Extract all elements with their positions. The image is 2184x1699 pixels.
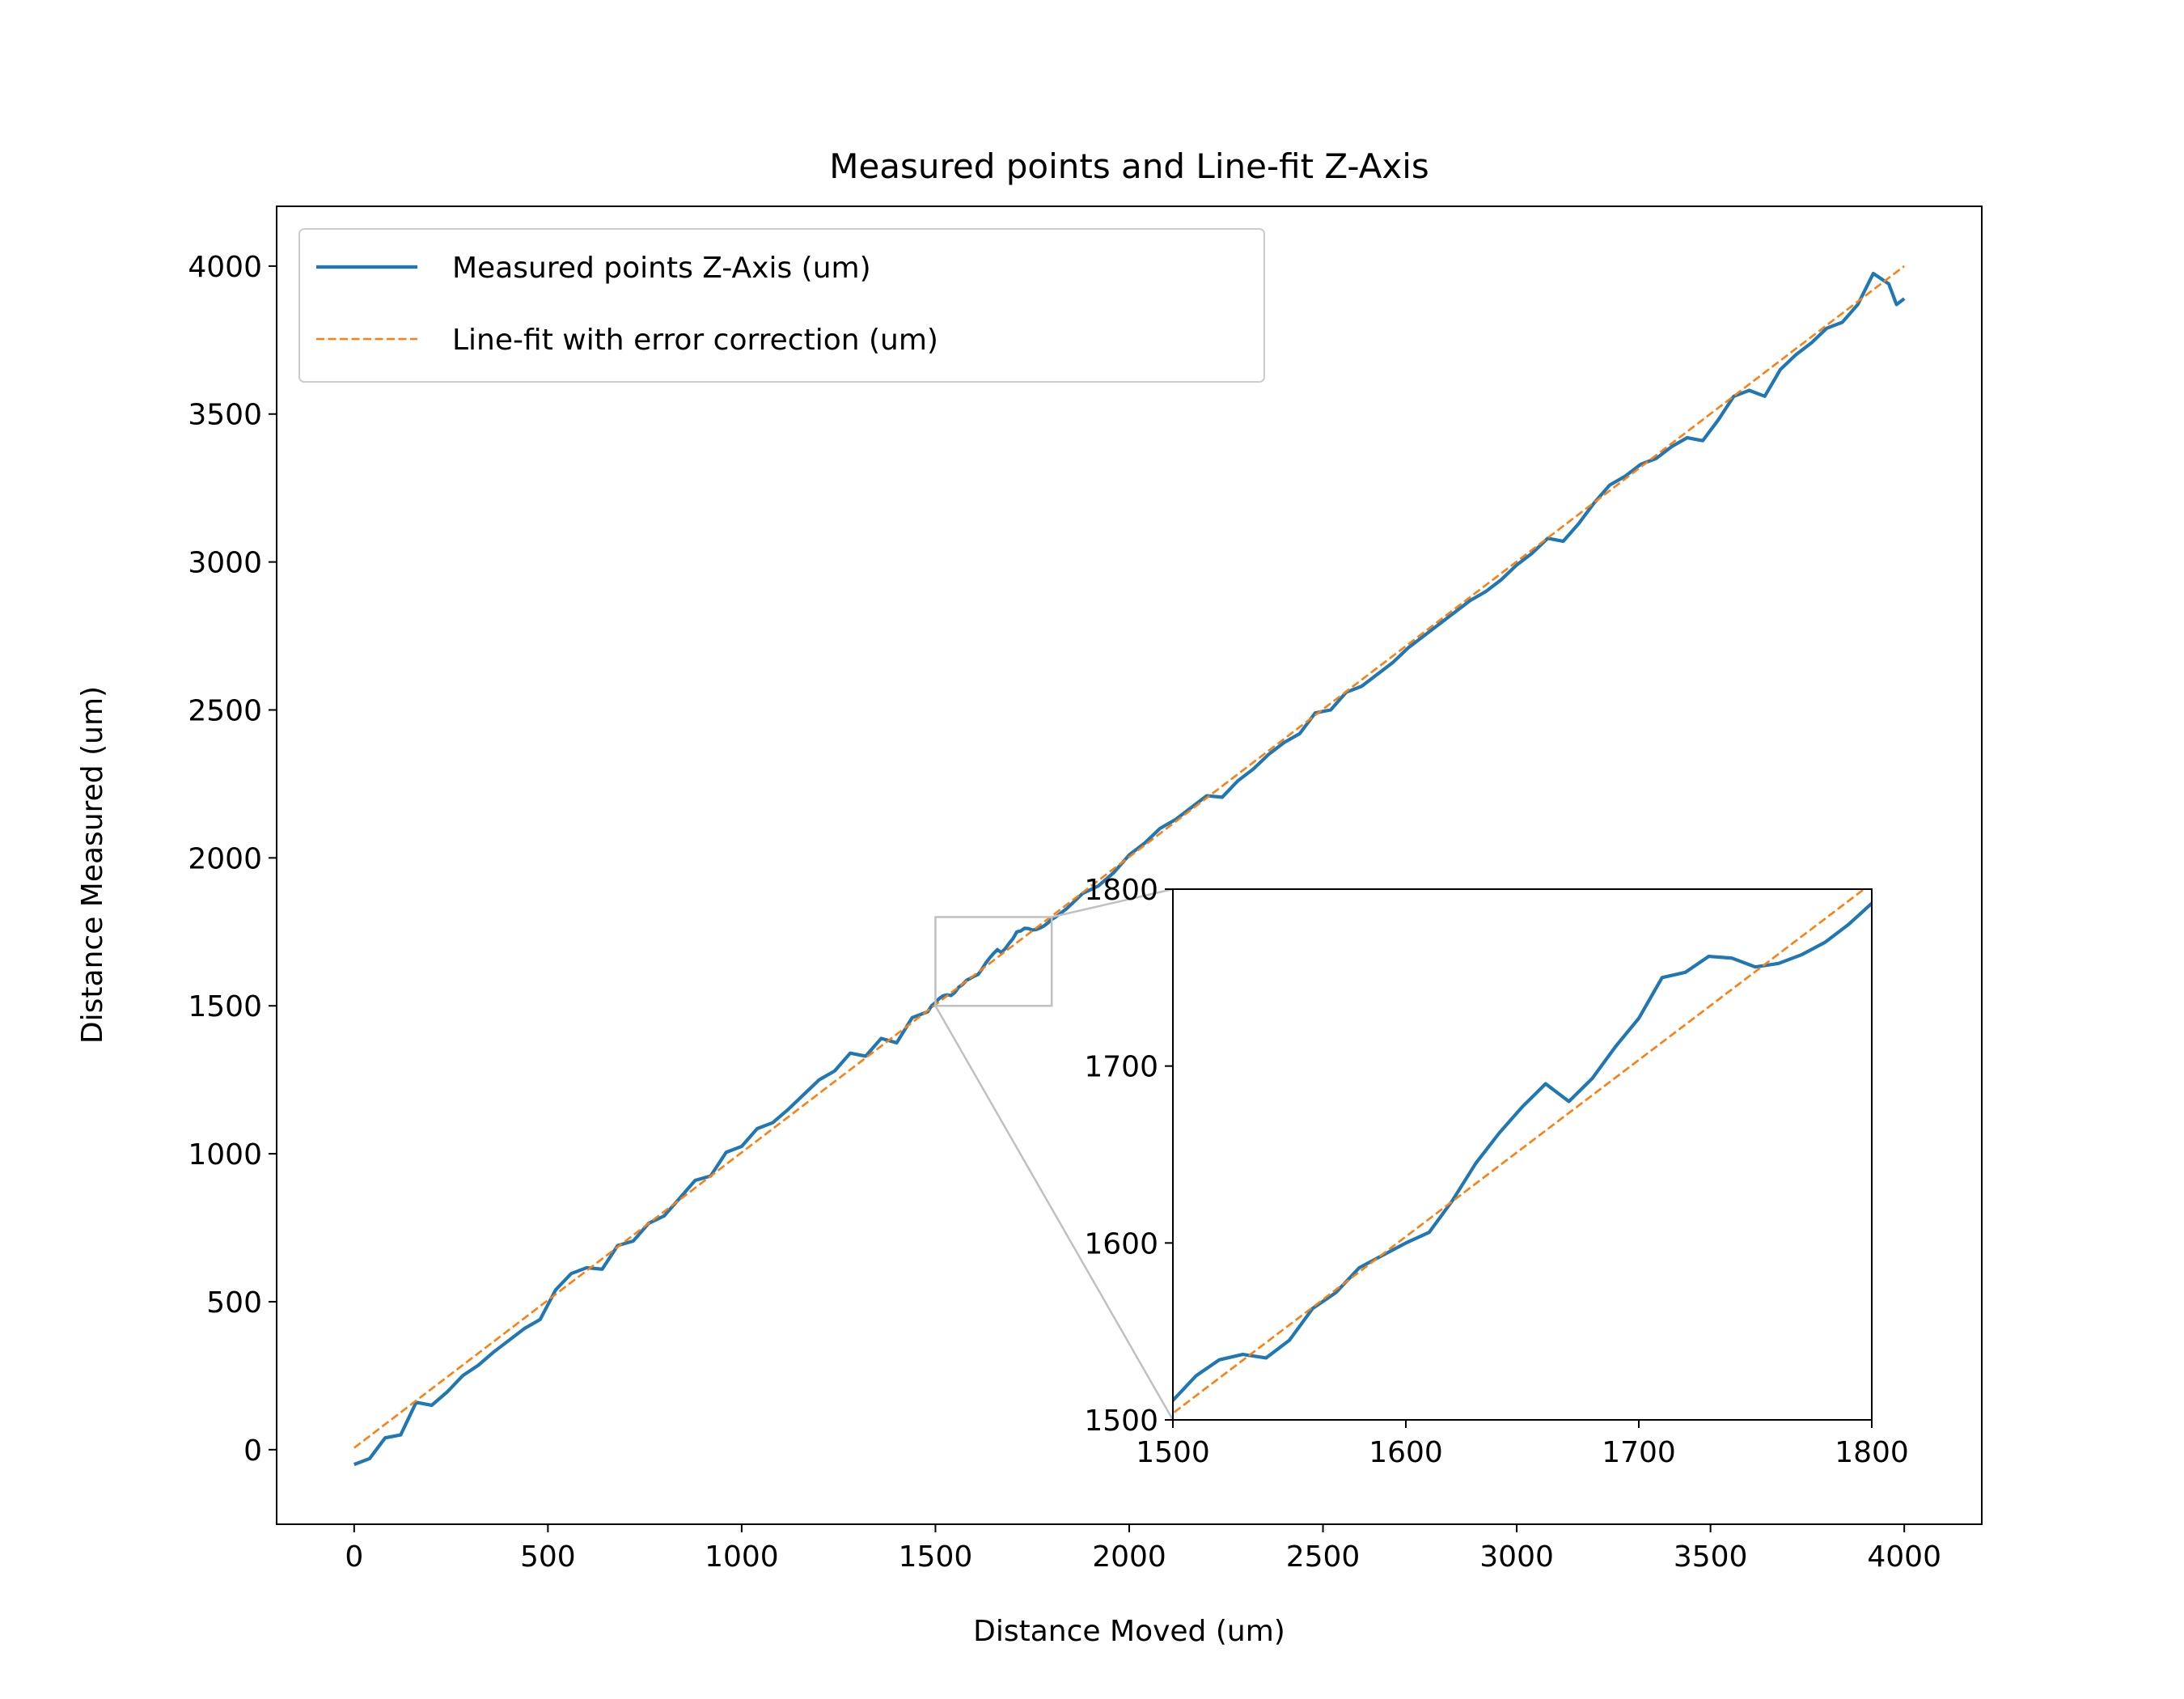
y-tick-label: 1000 [188,1138,262,1172]
x-tick-label: 1800 [1835,1436,1909,1469]
y-tick-label: 2500 [188,694,262,727]
chart-title: Measured points and Line-fit Z-Axis [829,146,1429,186]
x-tick-label: 2500 [1286,1540,1361,1574]
x-tick-label: 3500 [1674,1540,1748,1574]
y-tick-label: 1500 [188,990,262,1023]
axes-frame [1172,888,1873,1421]
x-tick-label: 3000 [1479,1540,1554,1574]
x-tick-label: 0 [345,1540,363,1574]
y-tick-label: 3500 [188,399,262,432]
zoom-connector [1051,888,1174,918]
y-tick-label: 500 [206,1286,262,1320]
x-tick-label: 1500 [899,1540,973,1574]
y-tick-label: 1600 [1084,1227,1158,1260]
inset-background [1173,889,1872,1420]
y-tick-label: 3000 [188,547,262,580]
x-tick-label: 1700 [1602,1436,1676,1469]
fit-line [353,265,1905,1449]
y-tick-label: 1500 [1084,1405,1158,1438]
x-axis-label: Distance Moved (um) [973,1615,1285,1648]
legend-box [298,228,1265,383]
x-tick-label: 2000 [1092,1540,1166,1574]
legend-label: Measured points Z-Axis (um) [452,252,871,285]
measured-line [353,271,1906,1467]
x-tick-label: 500 [520,1540,576,1574]
legend-label: Line-fit with error correction (um) [452,324,938,357]
x-tick-label: 1500 [1136,1436,1210,1469]
x-tick-label: 1000 [705,1540,779,1574]
y-tick-label: 0 [243,1434,262,1468]
y-tick-label: 1700 [1084,1051,1158,1084]
zoom-connector [934,1005,1175,1421]
plot-area [353,265,1906,1467]
axes-frame [276,205,1983,1525]
y-tick-label: 2000 [188,842,262,875]
x-tick-label: 4000 [1867,1540,1941,1574]
zoom-indicator [934,916,1053,1007]
x-tick-label: 1600 [1369,1436,1443,1469]
y-tick-label: 4000 [188,251,262,284]
y-axis-label: Distance Measured (um) [76,686,109,1044]
y-tick-label: 1800 [1084,874,1158,907]
